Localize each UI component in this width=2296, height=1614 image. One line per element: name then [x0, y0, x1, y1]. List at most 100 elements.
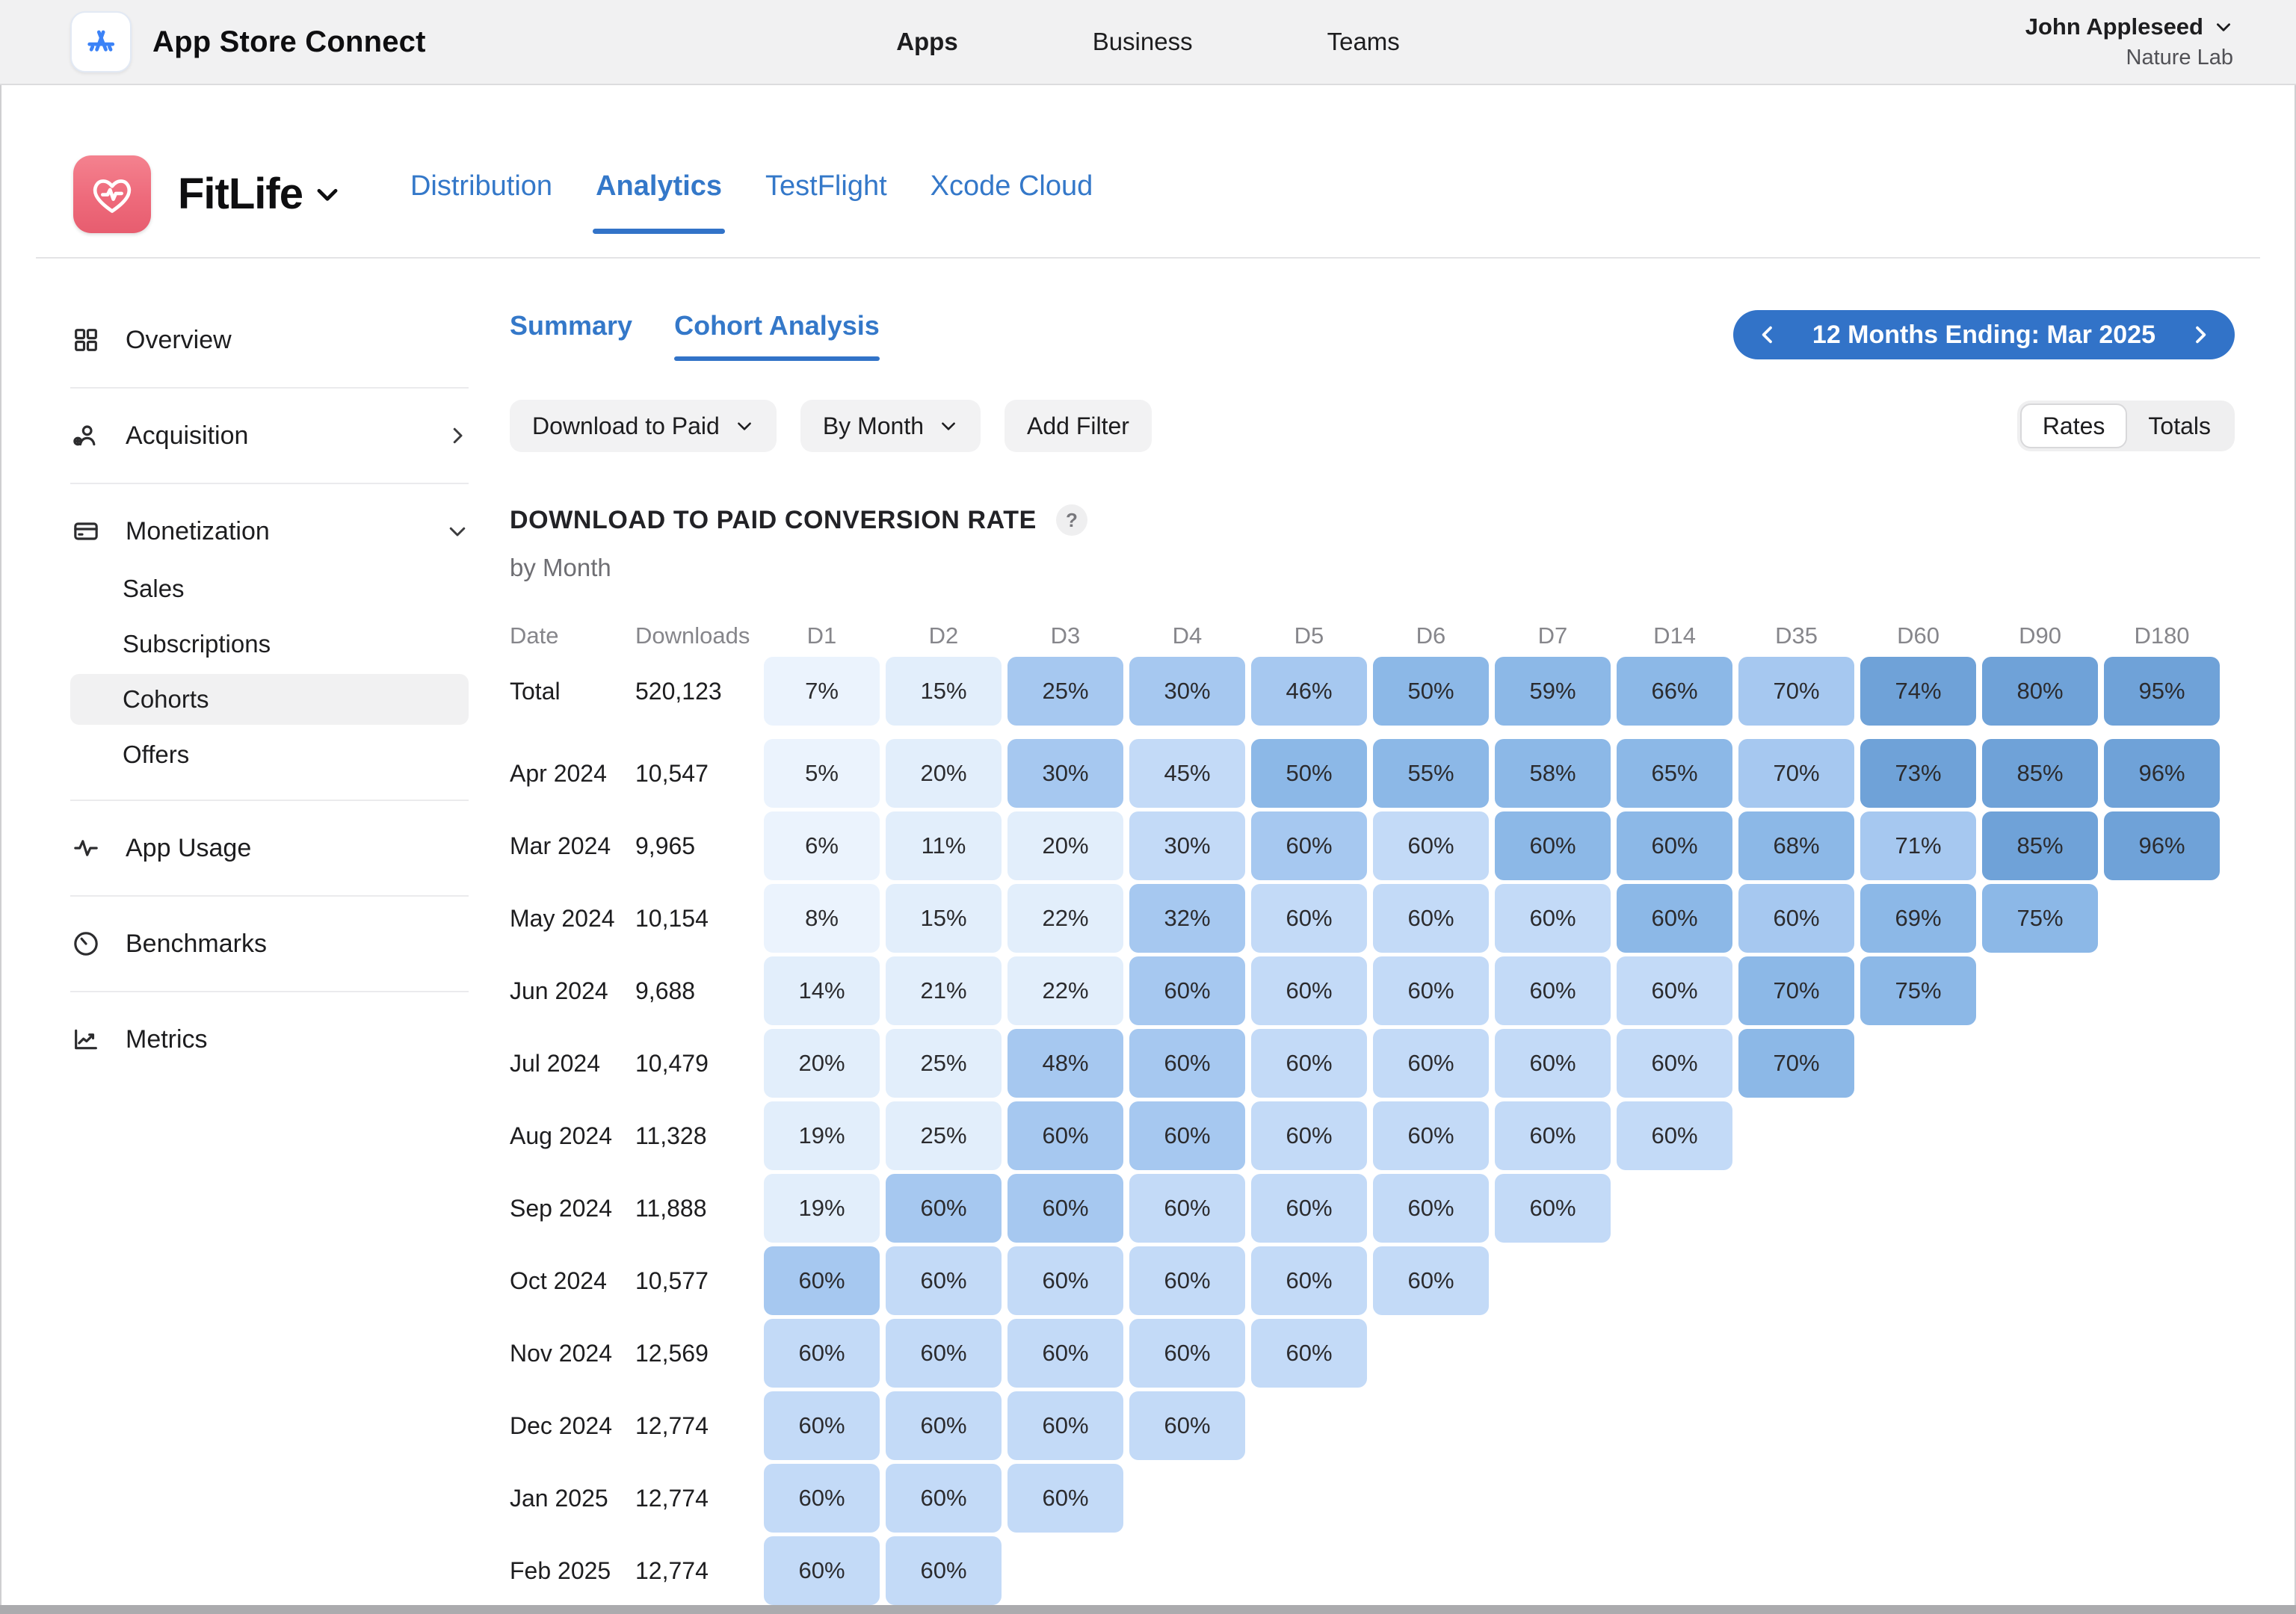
- cohort-cell: 60%: [1251, 811, 1367, 880]
- row-date-label: Nov 2024: [510, 1339, 612, 1367]
- sidebar-divider: [70, 483, 469, 484]
- cohort-cell: 60%: [1251, 1029, 1367, 1098]
- chevron-down-icon: [939, 416, 958, 436]
- tab-distribution[interactable]: Distribution: [410, 170, 553, 202]
- tab-summary[interactable]: Summary: [510, 310, 633, 341]
- col-header-date: Date: [510, 622, 559, 649]
- sidebar-item-offers[interactable]: Offers: [123, 740, 190, 768]
- toggle-rates[interactable]: Rates: [2019, 404, 2128, 448]
- toggle-totals[interactable]: Totals: [2148, 412, 2211, 439]
- col-header-d6: D6: [1416, 622, 1446, 649]
- cohort-cell: 58%: [1495, 739, 1611, 808]
- cohort-table: Date Downloads D1 D2 D3 D4 D5 D6 D7 D14 D35 D60 D90 D…: [510, 621, 2235, 1605]
- cohort-cell: 60%: [1495, 1101, 1611, 1170]
- chevron-left-icon[interactable]: [1756, 323, 1780, 347]
- sidebar-divider: [70, 991, 469, 992]
- row-date-label: Oct 2024: [510, 1267, 607, 1294]
- cohort-cell: 5%: [764, 739, 880, 808]
- table-row: Aug 2024 11,328 19% 25% 60% 60% 60% 60% 60% 60%: [510, 1101, 2235, 1170]
- cohort-cell: 60%: [1007, 1464, 1123, 1533]
- nav-apps[interactable]: Apps: [896, 28, 958, 55]
- cohort-cell: 20%: [764, 1029, 880, 1098]
- sidebar: Overview Acquisition Monetization Sales …: [70, 312, 469, 1067]
- cohort-cell: 60%: [1251, 1174, 1367, 1243]
- cohort-cell: 60%: [1251, 1246, 1367, 1315]
- cohort-cell: 14%: [764, 956, 880, 1025]
- help-icon[interactable]: ?: [1055, 504, 1087, 536]
- chevron-right-icon[interactable]: [2188, 323, 2212, 347]
- cohort-cell: 60%: [1495, 884, 1611, 953]
- cohort-cell: 60%: [1007, 1319, 1123, 1388]
- cohort-cell: 75%: [1982, 884, 2098, 953]
- sidebar-item-acquisition[interactable]: Acquisition: [70, 408, 469, 463]
- sidebar-item-cohorts[interactable]: Cohorts: [70, 674, 469, 725]
- table-row: Oct 2024 10,577 60% 60% 60% 60% 60% 60%: [510, 1246, 2235, 1315]
- metric-dropdown[interactable]: Download to Paid: [510, 400, 777, 452]
- chevron-down-icon: [2214, 17, 2233, 37]
- sidebar-item-label: Acquisition: [126, 421, 249, 450]
- add-filter-button[interactable]: Add Filter: [1004, 400, 1152, 452]
- sidebar-divider: [70, 387, 469, 389]
- cohort-cell: 60%: [1617, 956, 1732, 1025]
- metric-dropdown-label: Download to Paid: [532, 412, 720, 439]
- row-downloads-value: 520,123: [635, 677, 722, 705]
- cohort-cell: 74%: [1860, 657, 1976, 726]
- app-name: FitLife: [178, 170, 303, 218]
- cohort-cell: 59%: [1495, 657, 1611, 726]
- cohort-cell: 60%: [1129, 956, 1245, 1025]
- col-header-d4: D4: [1172, 622, 1203, 649]
- cohort-cell: 73%: [1860, 739, 1976, 808]
- user-menu[interactable]: John Appleseed Nature Lab: [2025, 13, 2233, 70]
- date-range-selector[interactable]: 12 Months Ending: Mar 2025: [1732, 310, 2235, 359]
- cohort-cell: 8%: [764, 884, 880, 953]
- tab-testflight[interactable]: TestFlight: [765, 170, 887, 202]
- cohort-cell: 60%: [1617, 1029, 1732, 1098]
- app-switcher-chevron-icon[interactable]: [313, 180, 342, 208]
- cohort-cell: 60%: [1738, 884, 1854, 953]
- table-row: Sep 2024 11,888 19% 60% 60% 60% 60% 60% 60%: [510, 1174, 2235, 1243]
- sidebar-item-overview[interactable]: Overview: [70, 312, 469, 368]
- col-header-d3: D3: [1050, 622, 1081, 649]
- sidebar-item-sales[interactable]: Sales: [123, 575, 185, 602]
- user-org: Nature Lab: [2126, 46, 2234, 69]
- sidebar-item-metrics[interactable]: Metrics: [70, 1012, 469, 1067]
- nav-teams[interactable]: Teams: [1327, 28, 1400, 55]
- cohort-header-row: Date Downloads D1 D2 D3 D4 D5 D6 D7 D14 D35 D60 D90 D…: [510, 621, 2235, 651]
- cohort-cell: 60%: [886, 1319, 1002, 1388]
- row-date-label: May 2024: [510, 904, 615, 932]
- table-row: Feb 2025 12,774 60% 60%: [510, 1536, 2235, 1605]
- cohort-cell: 50%: [1251, 739, 1367, 808]
- sidebar-item-benchmarks[interactable]: Benchmarks: [70, 916, 469, 971]
- tab-cohort-analysis[interactable]: Cohort Analysis: [674, 310, 880, 361]
- cohort-cell: 60%: [1373, 956, 1489, 1025]
- grid-icon: [70, 325, 102, 355]
- table-row: May 2024 10,154 8% 15% 22% 32% 60% 60% 60% 60% 60%…: [510, 884, 2235, 953]
- cohort-cell: 75%: [1860, 956, 1976, 1025]
- sidebar-item-monetization[interactable]: Monetization: [70, 504, 469, 559]
- sidebar-item-subscriptions[interactable]: Subscriptions: [123, 630, 271, 658]
- chart-icon: [70, 1024, 102, 1054]
- tab-analytics[interactable]: Analytics: [593, 170, 725, 234]
- sidebar-item-app-usage[interactable]: App Usage: [70, 820, 469, 876]
- cohort-cell: 25%: [1007, 657, 1123, 726]
- row-date-label: Total: [510, 677, 561, 705]
- row-date-label: Dec 2024: [510, 1412, 612, 1439]
- cohort-cell: 60%: [1495, 1174, 1611, 1243]
- col-header-d35: D35: [1775, 622, 1818, 649]
- cohort-cell: 69%: [1860, 884, 1976, 953]
- tab-xcode-cloud[interactable]: Xcode Cloud: [930, 170, 1093, 202]
- col-header-downloads: Downloads: [635, 622, 750, 649]
- rates-totals-toggle: Rates Totals: [2016, 401, 2235, 451]
- row-downloads-value: 10,547: [635, 759, 709, 787]
- person-add-icon: [70, 421, 102, 451]
- nav-business[interactable]: Business: [1092, 28, 1193, 55]
- sidebar-divider: [70, 895, 469, 897]
- cohort-cell: 85%: [1982, 811, 2098, 880]
- user-name: John Appleseed: [2025, 13, 2203, 40]
- sidebar-item-label: App Usage: [126, 833, 252, 862]
- granularity-dropdown[interactable]: By Month: [800, 400, 981, 452]
- col-header-d90: D90: [2019, 622, 2061, 649]
- cohort-cell: 96%: [2104, 811, 2220, 880]
- cohort-cell: 60%: [1129, 1246, 1245, 1315]
- cohort-cell: 66%: [1617, 657, 1732, 726]
